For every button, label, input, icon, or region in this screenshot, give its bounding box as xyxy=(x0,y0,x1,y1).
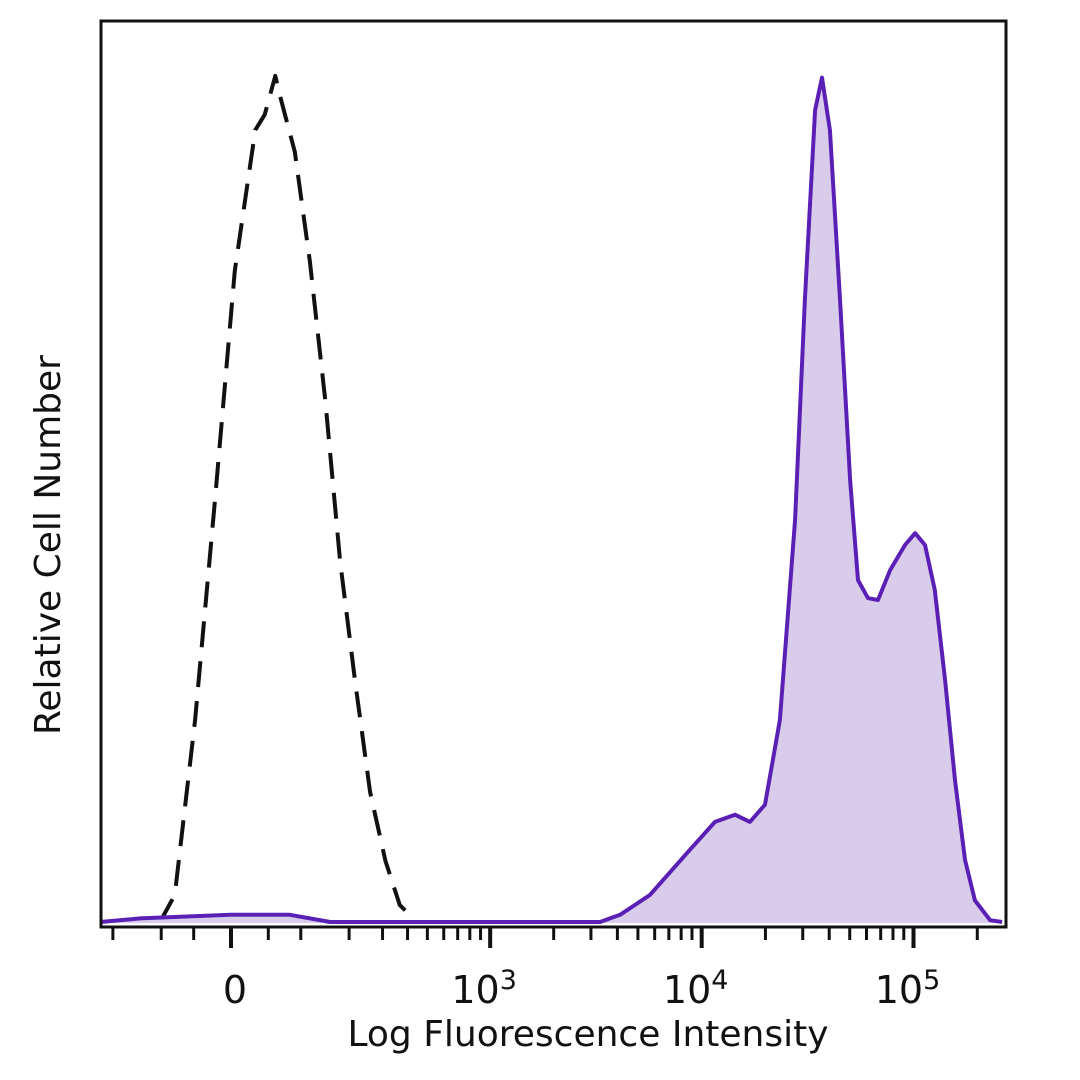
tick-label-exponent: 3 xyxy=(500,965,517,996)
tick-label-exponent: 5 xyxy=(923,965,940,996)
tick-label-base: 10 xyxy=(663,968,711,1012)
tick-label-base: 0 xyxy=(223,968,247,1012)
series-fill-stained xyxy=(98,77,1005,927)
tick-label-base: 10 xyxy=(451,968,499,1012)
series-line-stained xyxy=(100,75,1003,924)
x-tick-label: 104 xyxy=(663,965,729,1012)
tick-label-base: 10 xyxy=(875,968,923,1012)
x-tick-label: 103 xyxy=(451,965,517,1012)
tick-label-exponent: 4 xyxy=(711,965,728,996)
x-axis-title: Log Fluorescence Intensity xyxy=(347,1014,828,1055)
series-layer xyxy=(98,73,1005,927)
x-tick-label: 0 xyxy=(223,968,247,1012)
x-tick-label: 105 xyxy=(875,965,941,1012)
x-axis-tick-labels: 0 103 104 105 xyxy=(223,965,940,1012)
series-line-control xyxy=(158,73,417,923)
x-axis-ticks xyxy=(111,927,979,948)
y-axis-title: Relative Cell Number xyxy=(28,355,69,735)
